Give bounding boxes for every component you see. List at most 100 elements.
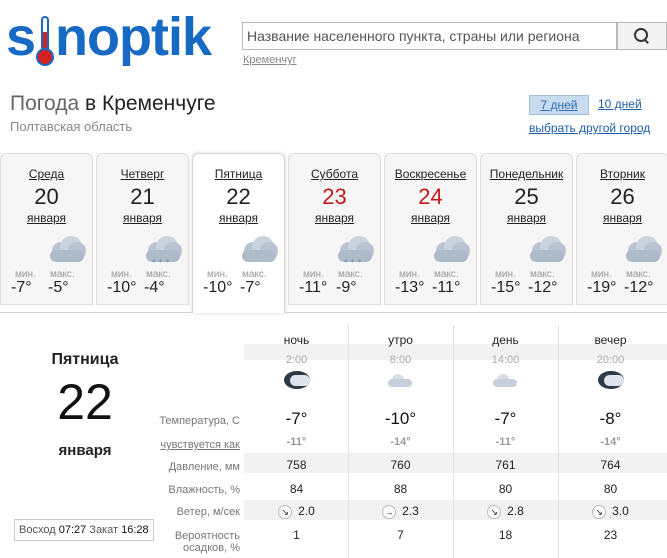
- wind-direction-icon: ↘: [278, 504, 293, 519]
- day-tab-4[interactable]: Воскресенье 24 января мин. макс. -13° -11°: [384, 153, 477, 305]
- period-time: 14:00: [491, 354, 520, 366]
- choose-other-city-link[interactable]: выбрать другой город: [529, 121, 651, 135]
- day-name: Среда: [28, 167, 65, 181]
- period-pressure: 761: [495, 458, 516, 472]
- column-separator: [558, 325, 559, 558]
- day-name: Воскресенье: [394, 167, 467, 181]
- row-label-humidity: Влажность, %: [168, 484, 240, 496]
- period-time: 2:00: [285, 354, 308, 366]
- search-button[interactable]: [617, 22, 667, 50]
- day-tab-5[interactable]: Понедельник 25 января мин. макс. -15° -12°: [480, 153, 573, 305]
- day-date: 25: [514, 184, 539, 209]
- temp-max: -4°: [144, 279, 165, 296]
- max-label: макс.: [434, 269, 459, 280]
- period-time: 8:00: [389, 354, 412, 366]
- temp-max: -12°: [624, 279, 654, 296]
- temp-max: -5°: [48, 279, 69, 296]
- temp-min: -13°: [395, 279, 425, 296]
- logo-text-end: noptik: [55, 7, 212, 67]
- period-name: вечер: [594, 333, 627, 347]
- row-background: [244, 500, 667, 520]
- wind-direction-icon: ↘: [487, 504, 502, 519]
- max-label: макс.: [530, 269, 555, 280]
- logo-text-start: s: [6, 7, 36, 67]
- night-cloud-icon: [558, 369, 663, 397]
- wind-speed: 3.0: [612, 504, 629, 518]
- min-label: мин.: [207, 269, 228, 280]
- temp-min: -11°: [299, 279, 328, 296]
- light-cloud-icon: [348, 369, 453, 397]
- day-tab-3[interactable]: Суббота 23 января * * * мин. макс. -11° -9°: [288, 153, 381, 305]
- period-name: утро: [388, 333, 413, 347]
- column-separator: [348, 325, 349, 558]
- max-label: макс.: [242, 269, 267, 280]
- row-label-wind: Ветер, м/сек: [176, 506, 240, 518]
- day-date: 22: [226, 184, 251, 209]
- cloudy-icon: [29, 234, 86, 264]
- min-label: мин.: [591, 269, 612, 280]
- period-pressure: 764: [600, 458, 621, 472]
- day-date: 24: [418, 184, 443, 209]
- period-precip-prob: 18: [498, 528, 513, 542]
- column-separator: [453, 325, 454, 558]
- max-label: макс.: [338, 269, 363, 280]
- day-name: Вторник: [600, 167, 645, 181]
- detail-month: января: [58, 442, 112, 459]
- day-tabs: Среда 20 января мин. макс. -7° -5° Четверг 21 янв…: [0, 153, 667, 313]
- range-10-days-link[interactable]: 10 дней: [598, 97, 642, 111]
- search-input[interactable]: Название населенного пункта, страны или …: [242, 22, 617, 50]
- day-month: января: [26, 211, 67, 225]
- day-name: Четверг: [120, 167, 165, 181]
- thermometer-icon: [36, 14, 55, 66]
- period-precip-prob: 23: [603, 528, 618, 542]
- sinoptik-logo[interactable]: s noptik: [6, 4, 212, 67]
- range-7-days-button[interactable]: 7 дней: [529, 95, 589, 115]
- cloudy-icon: [605, 234, 662, 264]
- recent-city-link[interactable]: Кременчуг: [243, 54, 297, 66]
- sunrise-sunset: Восход 07:27 Закат 16:28: [14, 519, 154, 541]
- row-label-feels[interactable]: чувствуется как: [160, 439, 240, 451]
- temp-min: -7°: [11, 279, 32, 296]
- wind-speed: 2.0: [298, 504, 315, 518]
- period-precip-prob: 1: [293, 528, 300, 542]
- day-tab-2[interactable]: Пятница 22 января мин. макс. -10° -7°: [192, 153, 285, 313]
- temp-max: -9°: [336, 279, 357, 296]
- row-label-temp: Температура, С: [159, 415, 240, 427]
- period-temp: -8°: [599, 409, 622, 428]
- day-name: Понедельник: [489, 167, 564, 181]
- day-tab-1[interactable]: Четверг 21 января * * * мин. макс. -10° -4°: [96, 153, 189, 305]
- row-label-prob-1: Вероятность: [174, 530, 240, 542]
- period-temp: -10°: [384, 409, 417, 428]
- cloudy-snow-icon: * * *: [317, 234, 374, 267]
- day-date: 26: [610, 184, 635, 209]
- min-label: мин.: [495, 269, 516, 280]
- period-wind: → 2.3: [348, 504, 453, 519]
- day-month: января: [506, 211, 547, 225]
- temp-max: -12°: [528, 279, 558, 296]
- temp-min: -10°: [203, 279, 233, 296]
- detail-day-number: 22: [57, 374, 113, 430]
- period-wind: ↘ 2.0: [244, 504, 349, 519]
- day-date: 20: [34, 184, 59, 209]
- period-name: день: [492, 333, 519, 347]
- cloudy-icon: [509, 234, 566, 264]
- wind-speed: 2.3: [402, 504, 419, 518]
- day-tab-6[interactable]: Вторник 26 января мин. макс. -19° -12°: [576, 153, 667, 305]
- max-label: макс.: [626, 269, 651, 280]
- period-humidity: 84: [289, 482, 304, 496]
- period-temp: -7°: [285, 409, 308, 428]
- period-wind: ↘ 2.8: [453, 504, 558, 519]
- period-humidity: 88: [393, 482, 408, 496]
- period-precip-prob: 7: [397, 528, 404, 542]
- day-month: января: [602, 211, 643, 225]
- day-tab-0[interactable]: Среда 20 января мин. макс. -7° -5°: [0, 153, 93, 305]
- cloudy-icon: [221, 234, 278, 264]
- temp-min: -19°: [587, 279, 617, 296]
- day-date: 21: [130, 184, 155, 209]
- min-label: мин.: [399, 269, 420, 280]
- search-icon: [634, 28, 650, 44]
- row-background: [244, 344, 667, 360]
- period-grid: Температура, С чувствуется как Давление,…: [159, 325, 667, 558]
- day-name: Суббота: [311, 167, 358, 181]
- min-label: мин.: [15, 269, 36, 280]
